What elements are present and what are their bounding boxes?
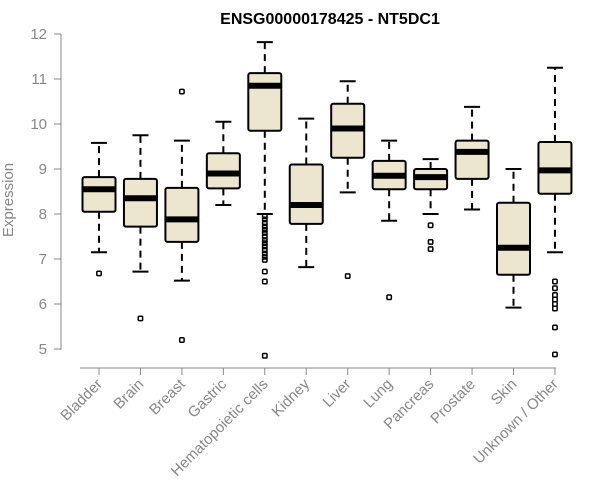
x-tick-label: Brain: [110, 376, 147, 413]
outlier-point: [552, 285, 558, 292]
outlier-point: [137, 315, 144, 322]
boxes: [81, 41, 573, 359]
box-11: [496, 168, 531, 309]
outlier-point: [261, 278, 268, 285]
box-body: [122, 177, 158, 228]
outlier-point: [261, 237, 268, 244]
box-5: [247, 41, 283, 359]
y-tick-label: 8: [39, 206, 47, 223]
outlier-point: [96, 270, 102, 277]
outlier-point: [552, 351, 558, 358]
outlier-point: [261, 216, 268, 223]
y-tick-label: 5: [39, 341, 47, 358]
outlier-point: [552, 301, 558, 307]
y-tick-label: 11: [31, 71, 47, 88]
box-body: [164, 186, 200, 243]
x-tick-label: Bladder: [57, 376, 106, 425]
outlier-point: [427, 222, 434, 229]
box-body: [247, 72, 283, 132]
outlier-point: [261, 247, 268, 253]
outlier-point: [178, 88, 185, 95]
box-body: [454, 139, 490, 180]
outlier-point: [261, 256, 268, 263]
x-tick-label: Liver: [320, 376, 355, 411]
box-body: [81, 176, 117, 213]
outlier-point: [261, 268, 268, 275]
box-7: [330, 80, 366, 280]
outlier-point: [552, 278, 558, 285]
outlier-point: [261, 229, 268, 236]
box-3: [164, 88, 200, 343]
box-6: [288, 117, 324, 269]
outlier-point: [261, 250, 268, 257]
box-8: [371, 139, 407, 301]
box-12: [537, 66, 573, 358]
outlier-point: [261, 240, 268, 247]
x-tick-label: Kidney: [269, 375, 314, 420]
y-tick-label: 6: [39, 296, 47, 313]
y-tick-label: 9: [39, 161, 47, 178]
outlier-point: [552, 296, 558, 303]
outlier-point: [427, 238, 434, 245]
y-axis-label: Expression: [0, 163, 17, 237]
outlier-point: [261, 253, 268, 260]
outlier-point: [261, 243, 268, 250]
y-tick-label: 7: [39, 251, 47, 268]
x-tick-label: Breast: [146, 375, 189, 418]
chart-title: ENSG00000178425 - NT5DC1: [220, 11, 440, 28]
y-ticks: 5 6 7 8 9 10 11 12: [30, 26, 61, 358]
box-10: [454, 105, 490, 211]
outlier-point: [261, 223, 268, 230]
outlier-point: [552, 292, 558, 298]
outlier-point: [261, 352, 268, 359]
box-body: [288, 163, 324, 225]
x-tick-label: Lung: [360, 376, 396, 412]
outlier-point: [261, 220, 268, 226]
outlier-point: [552, 324, 558, 331]
outlier-point: [386, 294, 393, 301]
outlier-point: [344, 273, 351, 280]
outlier-point: [552, 305, 558, 312]
x-tick-label: Prostate: [427, 376, 479, 428]
x-tick-label: Skin: [488, 376, 521, 409]
box-9: [413, 158, 449, 253]
box-body: [496, 201, 531, 276]
box-2: [122, 134, 158, 322]
y-tick-label: 10: [30, 116, 47, 133]
outlier-point: [427, 246, 434, 253]
box-1: [81, 141, 117, 277]
y-tick-label: 12: [30, 26, 47, 43]
outlier-point: [178, 337, 185, 343]
outlier-point: [261, 226, 268, 233]
outlier-point: [261, 233, 268, 240]
outlier-point: [261, 213, 268, 220]
box-4: [205, 120, 241, 206]
